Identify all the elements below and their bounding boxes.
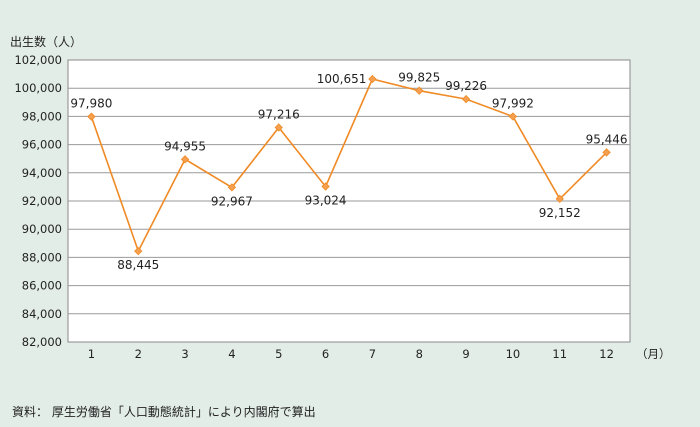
y-tick-label: 98,000 <box>22 109 62 123</box>
data-point <box>461 94 471 104</box>
x-axis-ticks: 1 2 3 4 5 6 7 8 9 10 11 12 <box>88 347 614 361</box>
line-chart: 出生数（人） 82,000 84,000 86,000 88,000 90,000 92,… <box>10 34 671 361</box>
y-axis-title: 出生数（人） <box>10 34 82 49</box>
data-point <box>87 112 96 121</box>
x-axis-unit: （月） <box>636 347 671 361</box>
data-label: 99,825 <box>398 71 440 85</box>
x-tick-label: 9 <box>462 347 469 361</box>
data-point <box>508 112 518 121</box>
y-tick-label: 88,000 <box>22 250 62 264</box>
series-line <box>90 78 608 254</box>
data-label: 92,152 <box>539 206 581 220</box>
data-label: 97,980 <box>70 97 112 111</box>
data-point <box>555 194 564 204</box>
x-tick-label: 10 <box>506 347 521 361</box>
y-tick-label: 90,000 <box>22 222 62 236</box>
data-labels: 97,980 88,445 94,955 92,967 97,216 93,024 100,… <box>70 71 627 272</box>
y-tick-label: 82,000 <box>22 335 62 349</box>
x-tick-label: 4 <box>228 347 235 361</box>
x-tick-label: 5 <box>275 347 282 361</box>
data-point <box>274 123 283 132</box>
data-point <box>134 246 143 256</box>
x-tick-label: 12 <box>599 347 614 361</box>
data-point <box>321 182 330 191</box>
data-label: 94,955 <box>164 139 206 153</box>
source-note: 資料： 厚生労働省「人口動態統計」により内閣府で算出 <box>12 405 316 419</box>
data-label: 97,992 <box>492 97 534 111</box>
y-tick-label: 92,000 <box>22 194 62 208</box>
data-point <box>368 74 377 84</box>
x-tick-label: 3 <box>181 347 188 361</box>
x-tick-label: 2 <box>135 347 142 361</box>
gridlines <box>68 87 630 315</box>
data-markers <box>87 74 611 256</box>
y-tick-label: 84,000 <box>22 307 62 321</box>
x-tick-label: 11 <box>552 347 567 361</box>
y-tick-label: 100,000 <box>14 81 62 95</box>
data-point <box>180 155 190 164</box>
y-tick-label: 94,000 <box>22 166 62 180</box>
data-label: 92,967 <box>211 194 253 208</box>
data-label: 93,024 <box>305 194 347 208</box>
y-axis-ticks: 82,000 84,000 86,000 88,000 90,000 92,000 94,0… <box>14 53 62 349</box>
data-label: 100,651 <box>317 72 367 86</box>
x-tick-label: 1 <box>88 347 95 361</box>
y-tick-label: 86,000 <box>22 279 62 293</box>
x-tick-label: 7 <box>369 347 376 361</box>
x-tick-label: 8 <box>416 347 423 361</box>
y-tick-label: 102,000 <box>14 53 62 67</box>
data-label: 97,216 <box>258 107 300 121</box>
data-point <box>602 148 611 157</box>
data-label: 99,226 <box>445 79 487 93</box>
data-point <box>415 86 424 95</box>
data-label: 88,445 <box>117 258 159 272</box>
data-label: 95,446 <box>586 132 628 146</box>
data-point <box>227 183 237 192</box>
y-tick-label: 96,000 <box>22 138 62 152</box>
x-tick-label: 6 <box>322 347 329 361</box>
